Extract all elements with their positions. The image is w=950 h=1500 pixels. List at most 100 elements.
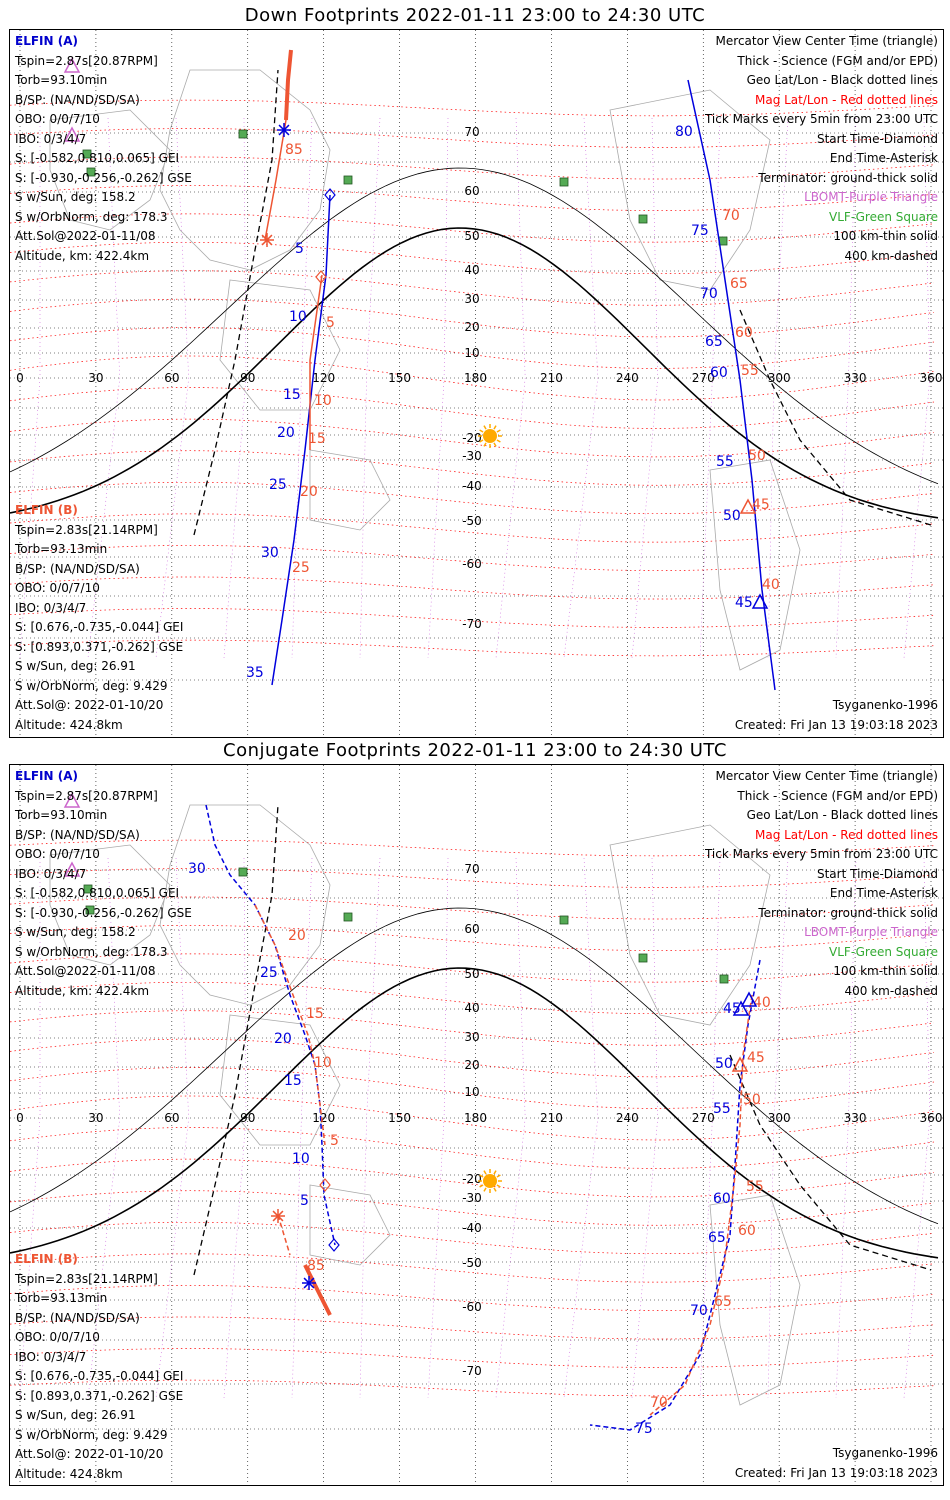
info-line: OBO: 0/0/7/10 xyxy=(15,112,100,126)
lon-tick-label: 30 xyxy=(88,371,103,385)
info-line: S w/OrbNorm, deg: 9.429 xyxy=(15,1427,168,1442)
sun-ray xyxy=(479,439,484,443)
info-line: Tspin=2.83s[21.14RPM] xyxy=(15,522,158,537)
terminator-400km xyxy=(739,309,932,526)
end-time-asterisk xyxy=(272,1210,284,1222)
mag-lat-line xyxy=(10,1316,935,1340)
elfin-b-header: ELFIN (B) xyxy=(15,1252,78,1266)
lon-tick-label: 270 xyxy=(692,371,715,385)
track-tick-label: 30 xyxy=(188,861,206,877)
mag-lat-line xyxy=(10,981,935,1015)
lat-tick-label: 50 xyxy=(464,967,479,981)
panel-title: Down Footprints 2022-01-11 23:00 to 24:3… xyxy=(244,5,706,26)
created-stamp: Created: Fri Jan 13 19:03:18 2023 xyxy=(734,717,938,732)
model-info: Tsyganenko-1996 Created: Fri Jan 13 19:0… xyxy=(735,696,938,735)
mag-lon-line xyxy=(155,117,190,659)
info-line: Att.Sol@: 2022-01-10/20 xyxy=(15,698,164,712)
track-tick-label: 55 xyxy=(741,363,759,379)
info-line: IBO: 0/3/4/7 xyxy=(15,131,87,146)
vlf-green-square xyxy=(82,149,92,159)
legend-line: VLF-Green Square xyxy=(829,209,938,224)
elfin-a-header: ELFIN (A) xyxy=(15,34,78,48)
mag-lat-line xyxy=(10,327,935,369)
track-tick-label: 50 xyxy=(743,1092,761,1108)
mag-lon-line xyxy=(563,117,599,659)
track-tick-label: 15 xyxy=(306,1006,324,1022)
info-line: Altitude, km: 422.4km xyxy=(15,983,150,998)
track-tick-label: 65 xyxy=(730,276,748,292)
track-tick-label: 25 xyxy=(260,965,278,981)
mag-lon-line xyxy=(87,117,121,659)
mag-lat-line xyxy=(10,298,935,338)
terminator-400km xyxy=(193,804,279,1276)
mag-lat-line xyxy=(10,1038,935,1078)
track-tick-label: 5 xyxy=(330,1133,339,1149)
legend-line: Mag Lat/Lon - Red dotted lines xyxy=(754,92,938,107)
legend-line: Geo Lat/Lon - Black dotted lines xyxy=(746,73,938,87)
mag-lat-line xyxy=(10,1010,935,1046)
elfin-a-header: ELFIN (A) xyxy=(15,769,78,783)
track-tick-label: 70 xyxy=(650,1395,668,1411)
lat-tick-label: 10 xyxy=(464,1085,479,1099)
mag-lon-line xyxy=(699,117,721,659)
track-tick-label: 50 xyxy=(715,1056,733,1072)
elfin-b-track xyxy=(277,1214,291,1256)
mag-lat-line xyxy=(10,1285,935,1311)
info-line: S: [-0.930,-0.256,-0.262] GSE xyxy=(15,905,192,920)
legend-line: 400 km-dashed xyxy=(844,248,938,263)
lon-tick-label: 0 xyxy=(16,371,24,385)
vlf-green-square xyxy=(559,177,569,187)
view-center-triangle xyxy=(731,1056,749,1072)
vlf-green-square xyxy=(559,915,569,925)
legend-line: Start Time-Diamond xyxy=(816,866,938,881)
lat-tick-label: -40 xyxy=(462,479,482,493)
info-line: Altitude, km: 422.4km xyxy=(15,248,150,263)
track-tick-label: 45 xyxy=(723,1001,741,1017)
mag-lon-line xyxy=(359,117,381,659)
view-center-triangle xyxy=(63,57,81,73)
track-tick-label: 5 xyxy=(295,241,304,257)
start-time-diamond xyxy=(315,270,327,284)
track-tick-label: 20 xyxy=(288,928,306,944)
track-tick-label: 55 xyxy=(713,1101,731,1117)
mag-lat-line xyxy=(10,156,935,180)
sun-ray xyxy=(493,1170,497,1175)
track-tick-label: 65 xyxy=(705,334,723,350)
track-tick-label: 60 xyxy=(735,325,753,341)
lon-tick-label: 360 xyxy=(920,371,943,385)
track-tick-label: 20 xyxy=(274,1031,292,1047)
mag-lon-line xyxy=(427,857,449,1399)
lon-tick-label: 270 xyxy=(692,1111,715,1125)
mag-lon-line xyxy=(19,118,41,659)
mag-lat-line xyxy=(10,1158,935,1198)
mag-lat-line xyxy=(10,1095,935,1141)
elfin-b-header: ELFIN (B) xyxy=(15,503,78,517)
mag-lat-line xyxy=(10,839,935,857)
track-tick-label: 20 xyxy=(300,484,318,500)
track-tick-label: 85 xyxy=(307,1258,325,1274)
info-line: IBO: 0/3/4/7 xyxy=(15,866,87,881)
info-line: S w/OrbNorm, deg: 178.3 xyxy=(15,209,168,224)
mag-lat-line xyxy=(10,1348,935,1368)
info-line: S w/OrbNorm, deg: 178.3 xyxy=(15,944,168,959)
elfin-a-info: ELFIN (A) Tspin=2.87s[20.87RPM] Torb=93.… xyxy=(15,767,192,1001)
lat-tick-label: 50 xyxy=(464,229,479,243)
mag-lat-line xyxy=(10,185,935,211)
track-tick-label: 40 xyxy=(762,577,780,593)
mag-lat-line xyxy=(10,241,935,275)
mag-lon-line xyxy=(495,857,526,1399)
lon-tick-label: 90 xyxy=(240,371,255,385)
info-line: S w/Sun, deg: 158.2 xyxy=(15,190,136,204)
lon-tick-label: 30 xyxy=(88,1111,103,1125)
legend-line: Thick - Science (FGM and/or EPD) xyxy=(737,788,938,803)
coastline xyxy=(609,824,771,1026)
down-footprints-panel: 0 30 60 90 120 150 180 210 240 270 300 330 360 70 60 50… xyxy=(9,29,944,738)
track-tick-label: 70 xyxy=(722,208,740,224)
terminator-400km xyxy=(729,1054,932,1271)
lat-tick-label: -70 xyxy=(462,1364,482,1378)
lon-tick-label: 150 xyxy=(388,371,411,385)
mag-lat-line xyxy=(10,99,935,117)
mag-lat-line xyxy=(10,1190,935,1226)
track-tick-label: 15 xyxy=(283,387,301,403)
end-time-asterisk xyxy=(278,124,290,136)
